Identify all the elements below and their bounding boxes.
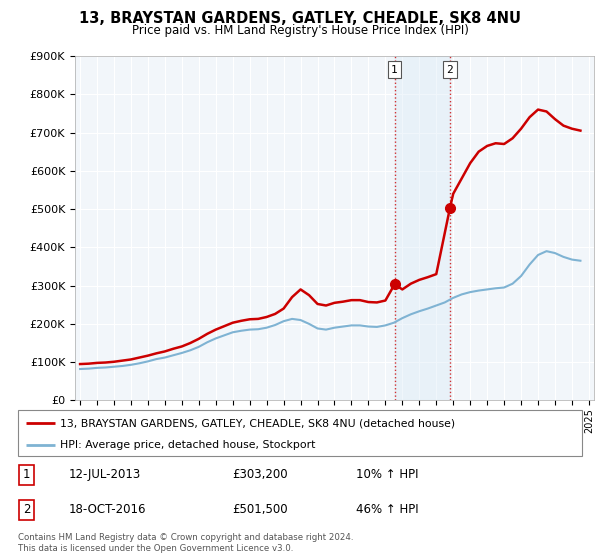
- Text: Contains HM Land Registry data © Crown copyright and database right 2024.
This d: Contains HM Land Registry data © Crown c…: [18, 533, 353, 553]
- Text: 13, BRAYSTAN GARDENS, GATLEY, CHEADLE, SK8 4NU (detached house): 13, BRAYSTAN GARDENS, GATLEY, CHEADLE, S…: [60, 418, 455, 428]
- Text: 1: 1: [23, 468, 30, 481]
- Text: 13, BRAYSTAN GARDENS, GATLEY, CHEADLE, SK8 4NU: 13, BRAYSTAN GARDENS, GATLEY, CHEADLE, S…: [79, 11, 521, 26]
- Text: 2: 2: [23, 503, 30, 516]
- Text: £303,200: £303,200: [232, 468, 288, 481]
- Text: 1: 1: [391, 64, 398, 74]
- Text: 46% ↑ HPI: 46% ↑ HPI: [356, 503, 419, 516]
- Text: 10% ↑ HPI: 10% ↑ HPI: [356, 468, 419, 481]
- Text: £501,500: £501,500: [232, 503, 288, 516]
- Text: Price paid vs. HM Land Registry's House Price Index (HPI): Price paid vs. HM Land Registry's House …: [131, 24, 469, 36]
- FancyBboxPatch shape: [18, 410, 582, 456]
- Text: 2: 2: [446, 64, 453, 74]
- Text: HPI: Average price, detached house, Stockport: HPI: Average price, detached house, Stoc…: [60, 440, 316, 450]
- Text: 12-JUL-2013: 12-JUL-2013: [69, 468, 141, 481]
- Text: 18-OCT-2016: 18-OCT-2016: [69, 503, 146, 516]
- Bar: [395, 56, 450, 400]
